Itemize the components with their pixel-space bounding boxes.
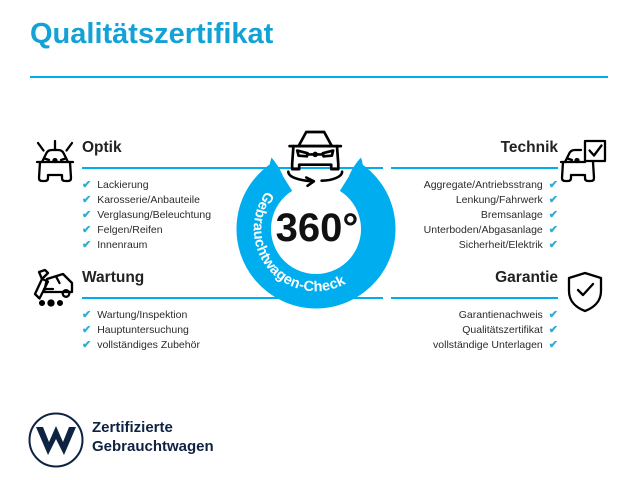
svg-text:360°: 360°	[276, 206, 359, 250]
